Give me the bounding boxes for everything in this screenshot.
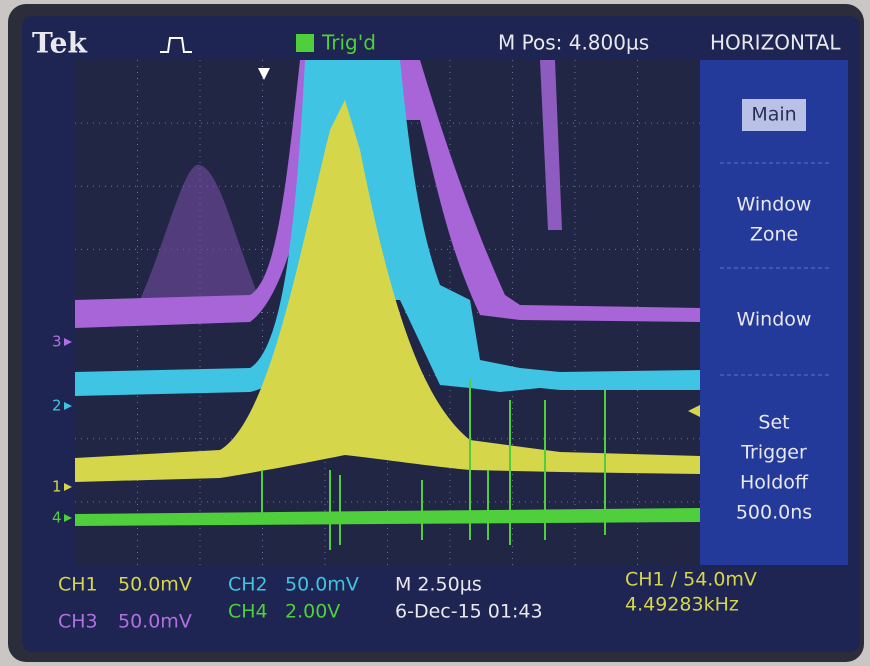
menu: Main Window Zone Window Set Trigger Holdoff 500… [720,99,830,524]
ch2-waveform [75,60,700,396]
menu-item-line: Trigger [740,442,807,464]
menu-item-line: Main [751,104,796,126]
position: M Pos: 4.800µs [498,31,649,55]
channel-marker: 4 [52,509,62,527]
ch3-scale: 50.0mV [118,611,192,633]
acquisition-icon [160,37,192,53]
ch3-label: CH3 [58,611,98,633]
trigger-setting: CH1 ∕ 54.0mV [625,569,757,591]
menu-item-line: Set [758,412,789,434]
ch1-waveform [75,100,700,482]
brand: Tek [32,27,87,60]
menu-highlight [742,99,806,131]
timebase: M 2.50µs [395,574,482,596]
status-bar: CH1 50.0mV CH2 50.0mV M 2.50µs CH1 ∕ 54.… [58,569,757,633]
ch2-scale: 50.0mV [285,574,359,596]
ch4-waveform [75,508,700,526]
trigger-status: Trig'd [321,31,376,55]
frequency: 4.49283kHz [625,594,739,616]
menu-panel [700,60,848,565]
menu-item-line: Window [737,194,812,216]
menu-item-line: 500.0ns [736,502,812,524]
channel-marker: 3 [52,333,62,351]
trigger-position-marker [258,68,270,80]
channel-marker: 1 [52,478,62,496]
trigger-level-marker [688,405,700,417]
channel-marker-arrow [64,483,72,491]
menu-item-line: Holdoff [740,472,809,494]
ch4-scale: 2.00V [285,601,340,623]
ch3-spike [540,60,562,230]
ch1-scale: 50.0mV [118,574,192,596]
ch1-label: CH1 [58,574,98,596]
ch2-label: CH2 [228,574,268,596]
channel-marker: 2 [52,397,62,415]
menu-item-line: Zone [750,224,798,246]
channel-marker-arrow [64,402,72,410]
menu-title: HORIZONTAL [710,31,841,55]
channel-marker-arrow [64,514,72,522]
datetime: 6-Dec-15 01:43 [395,601,543,623]
channel-markers: 3 2 1 4 [52,333,72,527]
menu-item-line: Window [737,309,812,331]
channel-marker-arrow [64,338,72,346]
ch4-label: CH4 [228,601,268,623]
ch4-spikes [261,380,606,550]
ch3-ghost [140,164,260,300]
trigger-icon [296,34,314,52]
